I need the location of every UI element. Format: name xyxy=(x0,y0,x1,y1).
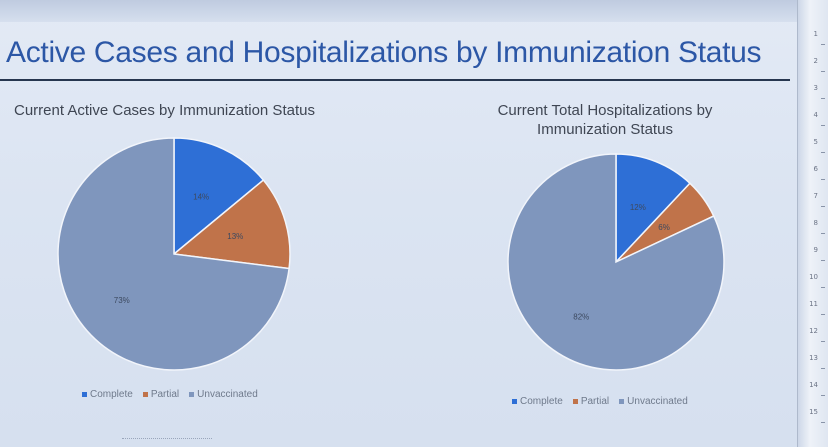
pie-slice-complete xyxy=(173,137,265,256)
ruler-tick xyxy=(821,206,825,207)
ruler-tick xyxy=(821,260,825,261)
legend-item-partial: Partial xyxy=(572,396,610,407)
ruler-label: 15 xyxy=(809,408,818,416)
ruler-tick xyxy=(821,395,825,396)
legend-item-unvaccinated: Unvaccinated xyxy=(619,396,688,407)
slide-title: Active Cases and Hospitalizations by Imm… xyxy=(6,36,762,69)
data-label-complete: 14% xyxy=(193,192,209,201)
ruler-tick xyxy=(821,341,825,342)
legend-swatch xyxy=(512,399,517,404)
legend-swatch xyxy=(82,392,87,397)
legend-label: Unvaccinated xyxy=(197,389,258,400)
ruler-tick xyxy=(821,287,825,288)
legend-hospitalizations: Complete Partial Unvaccinated xyxy=(512,396,688,407)
legend-label: Partial xyxy=(150,389,180,400)
ruler-label: 8 xyxy=(813,219,818,227)
screen-top-frame xyxy=(0,0,828,22)
title-divider xyxy=(0,79,790,81)
ruler-label: 12 xyxy=(809,327,818,335)
ruler-label: 3 xyxy=(813,84,818,92)
pie-slice-unvaccinated xyxy=(507,153,725,371)
legend-active-cases: Complete Partial Unvaccinated xyxy=(82,389,258,400)
ruler-label: 14 xyxy=(809,381,818,389)
data-label-complete: 12% xyxy=(630,203,646,212)
ruler-tick xyxy=(821,98,825,99)
legend-item-complete: Complete xyxy=(82,389,133,400)
ruler-label: 6 xyxy=(813,165,818,173)
pie-slice-unvaccinated xyxy=(57,137,290,371)
ruler-tick xyxy=(821,314,825,315)
ruler-tick xyxy=(821,152,825,153)
ruler-label: 7 xyxy=(813,192,818,200)
chart-title-active-cases: Current Active Cases by Immunization Sta… xyxy=(14,102,315,119)
ruler-tick xyxy=(821,125,825,126)
legend-swatch xyxy=(189,392,195,397)
ruler-label: 13 xyxy=(809,354,818,362)
ruler-tick xyxy=(821,233,825,234)
ruler-label: 11 xyxy=(809,300,818,308)
legend-item-complete: Complete xyxy=(512,396,563,407)
legend-label: Partial xyxy=(580,396,610,407)
ruler-tick xyxy=(821,368,825,369)
data-label-unvaccinated: 82% xyxy=(573,313,589,322)
legend-label: Unvaccinated xyxy=(627,396,688,407)
ruler-tick xyxy=(821,179,825,180)
legend-label: Complete xyxy=(90,389,133,400)
legend-label: Complete xyxy=(520,396,563,407)
data-label-partial: 6% xyxy=(658,223,670,232)
ruler-label: 10 xyxy=(809,273,818,281)
chart-title-hospitalizations: Current Total Hospitalizations by Immuni… xyxy=(497,102,713,138)
ruler-label: 9 xyxy=(813,246,818,254)
footer-text-fragment xyxy=(122,438,212,443)
data-label-partial: 13% xyxy=(227,232,243,241)
legend-swatch xyxy=(142,392,148,397)
pie-chart-hospitalizations: 12% 6% 82% xyxy=(507,153,725,371)
legend-item-partial: Partial xyxy=(142,389,180,400)
legend-swatch xyxy=(619,399,625,404)
ruler-tick xyxy=(821,44,825,45)
ruler-label: 4 xyxy=(813,111,818,119)
legend-swatch xyxy=(572,399,578,404)
pie-slice-complete xyxy=(615,153,691,264)
ruler-label: 5 xyxy=(813,138,818,146)
ruler-label: 2 xyxy=(813,57,818,65)
ruler-tick xyxy=(821,71,825,72)
legend-item-unvaccinated: Unvaccinated xyxy=(189,389,258,400)
pie-chart-active-cases: 14% 13% 73% xyxy=(57,137,291,371)
data-label-unvaccinated: 73% xyxy=(114,296,130,305)
ruler-label: 1 xyxy=(813,30,818,38)
vertical-ruler: 1 2 3 4 5 6 7 8 9 10 11 12 13 14 15 xyxy=(797,0,828,447)
ruler-tick xyxy=(821,422,825,423)
pie-slice-partial xyxy=(172,179,291,270)
